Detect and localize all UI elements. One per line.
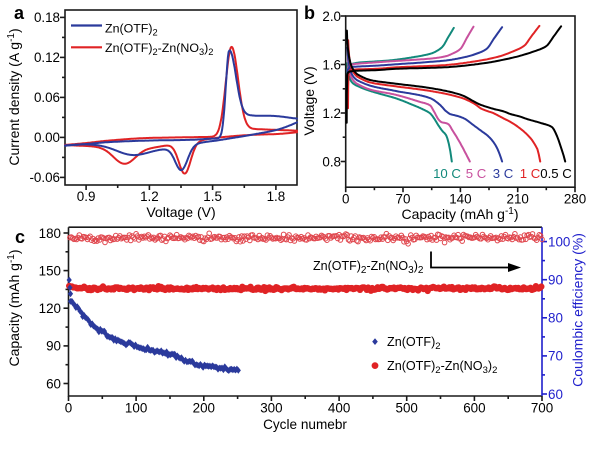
svg-text:5 C: 5 C: [466, 166, 487, 181]
svg-text:300: 300: [260, 401, 282, 416]
svg-text:3 C: 3 C: [493, 166, 514, 181]
svg-text:700: 700: [531, 401, 553, 416]
svg-text:10 C: 10 C: [433, 166, 461, 181]
svg-text:c: c: [15, 227, 25, 247]
svg-text:Capacity (mAh g-1): Capacity (mAh g-1): [401, 206, 518, 222]
svg-text:Coulombic efficiency (%): Coulombic efficiency (%): [570, 233, 586, 387]
svg-text:0: 0: [65, 401, 72, 416]
svg-text:Zn(OTF)2: Zn(OTF)2: [387, 335, 441, 352]
svg-text:90: 90: [548, 273, 563, 288]
svg-text:80: 80: [548, 311, 563, 326]
svg-text:0.8: 0.8: [322, 154, 341, 169]
svg-text:1.6: 1.6: [322, 57, 341, 72]
svg-text:Zn(OTF)2-Zn(NO3)2: Zn(OTF)2-Zn(NO3)2: [387, 359, 497, 376]
svg-text:0.9: 0.9: [77, 189, 96, 204]
svg-text:100: 100: [548, 234, 570, 249]
svg-text:Capacity (mAh g-1): Capacity (mAh g-1): [6, 249, 22, 366]
svg-text:1.2: 1.2: [322, 106, 341, 121]
svg-text:0.5 C: 0.5 C: [540, 166, 572, 181]
svg-text:Current density (A g-1): Current density (A g-1): [6, 28, 22, 165]
svg-text:100: 100: [125, 401, 147, 416]
svg-text:60: 60: [46, 376, 61, 391]
svg-text:150: 150: [39, 263, 61, 278]
svg-text:210: 210: [507, 192, 529, 207]
svg-text:70: 70: [396, 192, 411, 207]
svg-text:0.12: 0.12: [34, 50, 60, 65]
svg-text:60: 60: [548, 387, 563, 402]
svg-text:0: 0: [342, 192, 349, 207]
svg-text:1.5: 1.5: [203, 189, 222, 204]
svg-text:140: 140: [449, 192, 471, 207]
svg-text:1.2: 1.2: [140, 189, 159, 204]
svg-text:-0.06: -0.06: [29, 170, 60, 185]
svg-text:600: 600: [463, 401, 485, 416]
svg-text:Cycle numebr: Cycle numebr: [263, 417, 347, 432]
svg-text:1 C: 1 C: [520, 166, 541, 181]
svg-text:1.8: 1.8: [267, 189, 286, 204]
svg-text:120: 120: [39, 301, 61, 316]
svg-text:b: b: [304, 3, 315, 23]
svg-text:a: a: [14, 3, 25, 23]
svg-text:Voltage (V): Voltage (V): [301, 66, 317, 135]
svg-text:180: 180: [39, 226, 61, 241]
svg-text:0.06: 0.06: [34, 90, 60, 105]
svg-text:280: 280: [564, 192, 586, 207]
svg-text:Zn(OTF)2: Zn(OTF)2: [105, 22, 158, 38]
svg-text:400: 400: [328, 401, 350, 416]
svg-text:0.18: 0.18: [34, 10, 60, 25]
svg-text:2.0: 2.0: [322, 9, 341, 24]
svg-text:Zn(OTF)2-Zn(NO3)2: Zn(OTF)2-Zn(NO3)2: [105, 41, 213, 57]
svg-text:200: 200: [193, 401, 215, 416]
svg-text:Zn(OTF)2-Zn(NO3)2: Zn(OTF)2-Zn(NO3)2: [313, 259, 424, 276]
svg-text:Voltage (V): Voltage (V): [146, 204, 215, 220]
svg-text:90: 90: [46, 339, 61, 354]
svg-text:500: 500: [396, 401, 418, 416]
svg-text:0.00: 0.00: [34, 130, 60, 145]
svg-text:70: 70: [548, 349, 563, 364]
